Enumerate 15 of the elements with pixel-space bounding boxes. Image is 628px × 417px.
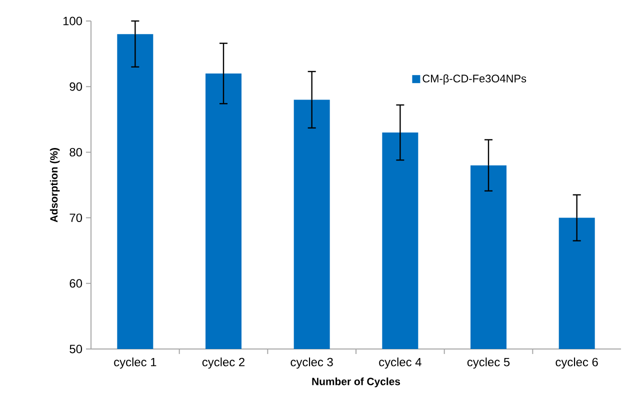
x-tick-label: cyclec 1: [114, 358, 156, 369]
x-tick-label: cyclec 6: [556, 358, 598, 369]
x-axis-title: Number of Cycles: [312, 378, 400, 388]
y-tick-label: 90: [70, 82, 82, 91]
y-tick-label: 50: [70, 344, 82, 354]
y-tick-label: 80: [70, 148, 82, 156]
y-axis-title: Adsorption (%): [50, 148, 60, 222]
x-tick-label: cyclec 3: [290, 358, 333, 369]
y-tick-label: 70: [70, 214, 82, 222]
x-tick-label: cyclec 2: [202, 358, 244, 369]
x-tick-label: cyclec 4: [379, 358, 422, 369]
y-tick-label: 100: [63, 16, 82, 26]
y-tick-label: 60: [70, 279, 82, 288]
legend-label: CM-β-CD-Fe3O4NPs: [422, 74, 526, 85]
x-tick-label: cyclec 5: [467, 358, 510, 369]
